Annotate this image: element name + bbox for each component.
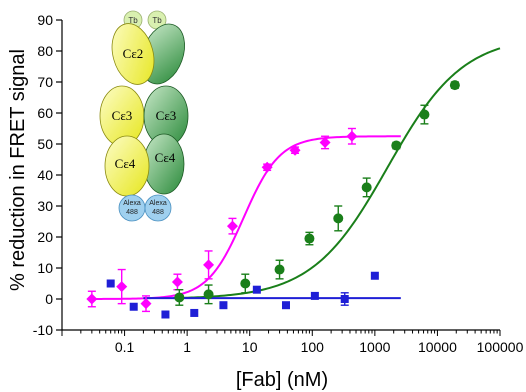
y-tick-label: 80 — [37, 43, 53, 59]
x-tick-label: 0.1 — [115, 339, 135, 355]
data-point-square — [129, 302, 138, 311]
data-point-square — [340, 295, 349, 303]
data-point-diamond — [140, 298, 152, 310]
data-point-circle — [274, 264, 285, 275]
ce3-left-label: Cε3 — [112, 108, 133, 123]
ce4-left-label: Cε4 — [115, 156, 136, 171]
data-point-square — [281, 301, 290, 310]
y-tick-label: 10 — [37, 260, 53, 276]
y-tick-label: 20 — [37, 229, 53, 245]
ce4-right-label: Cε4 — [155, 150, 176, 165]
alexa-left-circle — [118, 194, 146, 222]
x-tick-label: 100000 — [477, 339, 524, 355]
data-point-diamond — [346, 130, 358, 142]
alexa-right-line2: 488 — [152, 209, 164, 216]
y-tick-label: 70 — [37, 74, 53, 90]
data-point-diamond — [319, 136, 331, 148]
data-point-diamond — [116, 281, 128, 293]
y-tick-label: 30 — [37, 198, 53, 214]
tb-right-label: Tb — [152, 16, 162, 25]
data-point-circle — [449, 80, 460, 91]
y-tick-label: 50 — [37, 136, 53, 152]
axes: -10 0 10 20 30 40 50 60 70 80 90 0.1 1 10 100 1000 10000… — [33, 12, 524, 355]
data-point-circle — [419, 109, 430, 120]
ce2-left-domain — [111, 23, 155, 85]
x-axis-title: [Fab] (nM) — [236, 369, 328, 391]
x-tick-label: 100 — [301, 339, 325, 355]
ce2-label: Cε2 — [123, 46, 144, 61]
x-tick-label: 1 — [183, 339, 191, 355]
ige-fc-diagram: Tb Tb Cε2 Cε3 Cε3 Cε4 Cε4 Alexa 488 Alex… — [99, 10, 189, 222]
data-point-circle — [174, 292, 185, 303]
data-point-circle — [391, 140, 402, 151]
y-tick-label: 0 — [45, 291, 53, 307]
data-point-diamond — [261, 161, 273, 173]
data-point-square — [161, 310, 170, 319]
data-point-diamond — [226, 220, 238, 232]
alexa-right-line1: Alexa — [149, 200, 167, 207]
tb-left-label: Tb — [128, 16, 138, 25]
data-point-square — [190, 308, 199, 317]
y-tick-label: -10 — [33, 322, 53, 338]
y-tick-label: 90 — [37, 12, 53, 28]
data-point-diamond — [86, 293, 98, 305]
data-point-diamond — [171, 276, 183, 288]
alexa-left-line2: 488 — [126, 209, 138, 216]
data-point-circle — [240, 278, 251, 289]
data-point-diamond — [289, 144, 301, 156]
ce3-right-label: Cε3 — [156, 108, 177, 123]
alexa-left-line1: Alexa — [123, 200, 141, 207]
data-point-circle — [304, 233, 315, 244]
data-point-circle — [203, 289, 214, 300]
data-point-square — [370, 271, 379, 280]
x-tick-label: 1000 — [359, 339, 390, 355]
y-tick-label: 60 — [37, 105, 53, 121]
y-axis-title: % reduction in FRET signal — [7, 49, 29, 291]
data-point-circle — [361, 182, 372, 193]
data-point-square — [252, 285, 261, 294]
data-point-square — [106, 279, 115, 288]
y-tick-label: 40 — [37, 167, 53, 183]
alexa-right-circle — [144, 194, 172, 222]
data-point-square — [310, 291, 319, 300]
x-tick-label: 10 — [242, 339, 258, 355]
data-points — [86, 80, 460, 319]
data-point-diamond — [203, 259, 215, 271]
fit-curve-series-1 — [173, 47, 501, 300]
data-point-circle — [333, 213, 344, 224]
x-tick-label: 10000 — [418, 339, 457, 355]
data-point-square — [219, 301, 228, 310]
